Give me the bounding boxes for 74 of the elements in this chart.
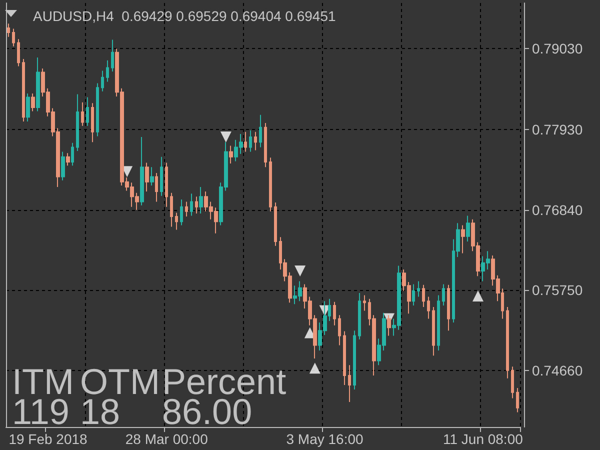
candlestick <box>259 114 262 148</box>
candlestick <box>358 292 361 340</box>
candlestick <box>12 28 15 47</box>
candlestick <box>91 102 94 143</box>
candlestick <box>7 23 10 38</box>
candlestick <box>150 166 154 186</box>
candlestick <box>333 301 336 326</box>
candlestick <box>432 306 435 356</box>
candlestick <box>101 70 104 92</box>
candlestick <box>249 130 252 152</box>
candlestick <box>461 224 465 254</box>
candlestick <box>343 330 346 386</box>
candlestick <box>412 284 415 306</box>
candlestick <box>180 199 183 226</box>
candlestick <box>61 151 65 181</box>
candlestick <box>66 152 70 166</box>
candlestick <box>199 186 203 214</box>
x-tick-label: 11 Jun 08:00 <box>442 431 524 447</box>
candlestick <box>86 96 89 126</box>
candlestick <box>185 201 188 217</box>
candlestick <box>229 145 233 164</box>
candlestick <box>447 284 450 332</box>
candlestick <box>106 60 109 82</box>
candlestick <box>96 82 99 137</box>
y-tick-label: 0.79030 <box>532 40 583 57</box>
candlestick <box>516 387 519 413</box>
candlestick <box>160 156 163 196</box>
candlestick <box>26 93 30 122</box>
x-tick-label: 28 Mar 00:00 <box>125 431 208 447</box>
candlestick <box>363 294 366 312</box>
candlestick <box>155 172 158 202</box>
y-tick-label: 0.75750 <box>532 282 583 298</box>
candlestick <box>17 38 20 67</box>
candlestick <box>269 157 272 212</box>
candlestick <box>81 102 84 126</box>
candlestick <box>76 94 79 152</box>
candlestick <box>417 280 420 298</box>
candlestick <box>71 142 74 166</box>
x-tick-label: 19 Feb 2018 <box>8 431 88 447</box>
candlestick <box>22 58 25 122</box>
candlestick <box>511 366 514 399</box>
candlestick <box>165 162 168 208</box>
candlestick <box>442 284 445 306</box>
candlestick <box>387 314 391 336</box>
candlestick <box>264 122 267 168</box>
point <box>294 265 306 276</box>
candlestick <box>36 56 40 112</box>
point <box>309 362 320 374</box>
candlestick <box>190 193 193 216</box>
y-tick-label: 0.74660 <box>532 362 583 378</box>
candlestick <box>506 306 509 379</box>
point <box>220 131 232 142</box>
candlestick <box>145 162 149 192</box>
x-tick-label: 3 May 16:00 <box>286 431 364 447</box>
candlestick <box>244 131 247 152</box>
candlestick <box>422 284 425 308</box>
candlestick <box>338 314 341 346</box>
candlestick <box>348 364 351 402</box>
candlestick <box>170 192 173 228</box>
point <box>472 290 484 302</box>
candlestick <box>254 131 257 151</box>
candlestick <box>466 215 470 242</box>
candlestick <box>195 196 198 214</box>
candlestick <box>427 296 430 320</box>
candlestick <box>31 93 35 112</box>
chart-title: AUDUSD,H4 0.69429 0.69529 0.69404 0.69451 <box>33 8 336 24</box>
candlestick <box>140 136 144 206</box>
y-tick-label: 0.76840 <box>532 202 583 218</box>
y-tick-label: 0.77930 <box>532 122 583 138</box>
candlestick <box>274 202 277 246</box>
candlestick <box>175 212 178 230</box>
candlestick <box>111 39 114 72</box>
candlestick <box>353 330 356 390</box>
candlestick <box>437 294 440 351</box>
